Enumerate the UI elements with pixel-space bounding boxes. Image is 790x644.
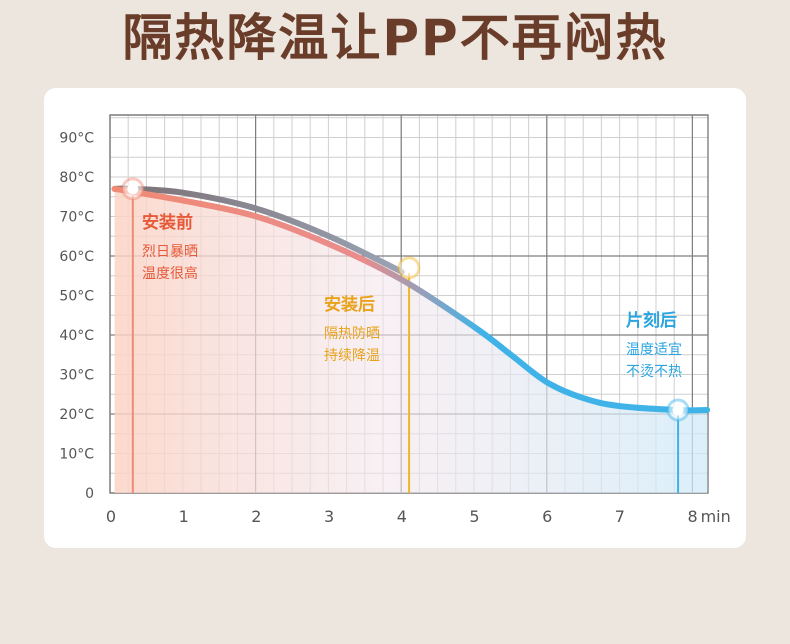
- headline: 隔热降温让PP不再闷热: [122, 9, 668, 67]
- note-after-line-1: 隔热防晒: [324, 326, 380, 342]
- x-tick-label: 2: [251, 507, 261, 526]
- note-later-line-1: 温度适宜: [626, 342, 682, 358]
- y-tick-label: 90°C: [59, 131, 94, 147]
- note-after: 安装后 隔热防晒 持续降温: [324, 290, 380, 367]
- series-area: [114, 188, 708, 493]
- note-later: 片刻后 温度适宜 不烫不热: [626, 306, 682, 383]
- y-tick-label: 40°C: [59, 328, 94, 344]
- note-later-heading: 片刻后: [626, 311, 677, 331]
- note-before-line-1: 烈日暴晒: [142, 244, 198, 260]
- x-tick-label: 0: [106, 507, 116, 526]
- y-tick-label: 50°C: [59, 289, 94, 305]
- marker-dot-before: [127, 183, 139, 195]
- y-tick-label: 0: [85, 486, 94, 502]
- temperature-chart: 0 10°C 20°C 30°C 40°C 50°C 60°C 70°C 80°C 90°C 0 1 2…: [59, 114, 731, 526]
- note-before-line-2: 温度很高: [142, 266, 198, 282]
- note-after-line-2: 持续降温: [324, 348, 380, 364]
- note-before-heading: 安装前: [142, 213, 193, 233]
- note-later-line-2: 不烫不热: [626, 364, 682, 380]
- y-tick-label: 70°C: [59, 210, 94, 226]
- y-tick-label: 60°C: [59, 249, 94, 265]
- y-tick-label: 20°C: [59, 407, 94, 423]
- y-tick-label: 30°C: [59, 368, 94, 384]
- x-tick-label: 8: [688, 507, 698, 526]
- x-tick-label: 7: [615, 507, 625, 526]
- series-after-line: [111, 185, 711, 414]
- marker-dot-later: [672, 404, 684, 416]
- y-tick-label: 80°C: [59, 170, 94, 186]
- marker-dot-after: [403, 262, 415, 274]
- note-after-heading: 安装后: [324, 295, 375, 315]
- x-tick-label: 4: [397, 507, 407, 526]
- chart-card: 0 10°C 20°C 30°C 40°C 50°C 60°C 70°C 80°C 90°C 0 1 2…: [44, 88, 746, 548]
- note-before: 安装前 烈日暴晒 温度很高: [142, 208, 198, 285]
- x-tick-label: 6: [542, 507, 552, 526]
- x-axis-label: min: [701, 507, 731, 526]
- x-tick-label: 1: [179, 507, 189, 526]
- x-tick-label: 3: [324, 507, 334, 526]
- y-tick-label: 10°C: [59, 447, 94, 463]
- x-tick-label: 5: [469, 507, 479, 526]
